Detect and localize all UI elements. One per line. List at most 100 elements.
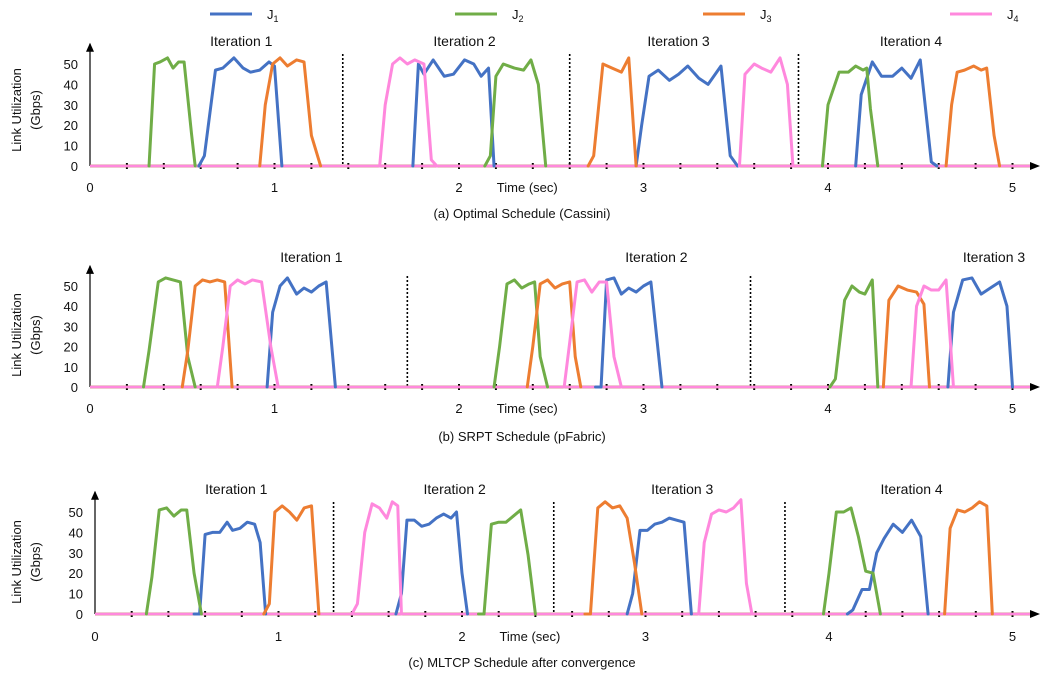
series-j1 xyxy=(265,276,1014,389)
series-burst-j2 xyxy=(147,56,197,168)
x-tick-label: 0 xyxy=(91,629,98,644)
iteration-label: Iteration 1 xyxy=(205,481,267,497)
x-tick-label: 4 xyxy=(824,401,831,416)
series-j2 xyxy=(147,56,880,168)
series-burst-j3 xyxy=(586,56,638,168)
x-tick-label: 0 xyxy=(86,401,93,416)
series-j3 xyxy=(262,500,994,616)
y-tick-label: 20 xyxy=(64,118,78,133)
series-burst-j3 xyxy=(180,278,234,389)
y-tick-label: 20 xyxy=(64,340,78,355)
y-tick-label: 30 xyxy=(64,319,78,334)
y-tick-label: 50 xyxy=(64,57,78,72)
x-tick-label: 3 xyxy=(640,180,647,195)
y-tick-label: 40 xyxy=(69,525,83,540)
series-burst-j3 xyxy=(525,278,583,389)
series-burst-j1 xyxy=(594,276,664,389)
panel-caption: (b) SRPT Schedule (pFabric) xyxy=(438,429,605,444)
y-tick-label: 10 xyxy=(64,139,78,154)
legend: J1 J2 J3 J4 xyxy=(210,7,1019,24)
series-burst-j2 xyxy=(483,58,548,168)
y-tick-label: 50 xyxy=(69,505,83,520)
series-burst-j1 xyxy=(625,516,693,616)
y-tick-label: 20 xyxy=(69,566,83,581)
series-j4 xyxy=(378,56,795,168)
y-tick-label: 30 xyxy=(69,546,83,561)
x-tick-label: 5 xyxy=(1009,629,1016,644)
y-tick-label: 10 xyxy=(64,360,78,375)
x-axis-arrow xyxy=(1030,610,1040,618)
x-tick-label: 1 xyxy=(271,180,278,195)
x-tick-label: 3 xyxy=(642,629,649,644)
series-burst-j2 xyxy=(144,506,203,616)
x-axis-title: Time (sec) xyxy=(497,180,558,195)
x-tick-label: 1 xyxy=(275,629,282,644)
series-burst-j2 xyxy=(828,278,880,389)
series-burst-j4 xyxy=(737,56,795,168)
series-j1 xyxy=(192,510,930,616)
iteration-label: Iteration 3 xyxy=(651,481,713,497)
series-burst-j2 xyxy=(821,506,882,616)
series-burst-j4 xyxy=(562,278,623,389)
y-tick-label: 0 xyxy=(76,607,83,622)
series-j3 xyxy=(258,56,1002,168)
x-tick-label: 2 xyxy=(458,629,465,644)
chart-panel-2: 0 10 20 30 40 50 0 1 2 3 4 5 Time (sec) Link Utilizat… xyxy=(9,249,1040,444)
y-axis-title-unit: (Gbps) xyxy=(28,90,43,130)
series-burst-j1 xyxy=(634,64,740,168)
series-burst-j2 xyxy=(820,64,880,168)
x-tick-label: 4 xyxy=(824,180,831,195)
legend-label-j2: J2 xyxy=(512,7,524,24)
y-axis-title-unit: (Gbps) xyxy=(28,542,43,582)
iteration-label: Iteration 4 xyxy=(880,481,942,497)
legend-label-j4: J4 xyxy=(1007,7,1019,24)
legend-label-j3: J3 xyxy=(760,7,772,24)
series-burst-j1 xyxy=(946,276,1014,389)
series-burst-j3 xyxy=(262,504,321,616)
series-burst-j4 xyxy=(697,498,754,616)
y-tick-label: 0 xyxy=(71,159,78,174)
y-tick-label: 0 xyxy=(71,380,78,395)
x-tick-label: 2 xyxy=(455,180,462,195)
y-tick-label: 30 xyxy=(64,98,78,113)
y-axis-title: Link Utilization xyxy=(9,293,24,377)
y-axis-title: Link Utilization xyxy=(9,520,24,604)
series-burst-j2 xyxy=(492,278,550,389)
series-j2 xyxy=(144,506,882,616)
y-axis-arrow xyxy=(86,264,94,274)
x-tick-label: 5 xyxy=(1009,401,1016,416)
series-burst-j3 xyxy=(943,500,994,616)
iteration-label: Iteration 4 xyxy=(880,33,942,49)
series-burst-j3 xyxy=(944,64,1002,168)
panel-caption: (a) Optimal Schedule (Cassini) xyxy=(433,206,610,221)
y-axis-title-unit: (Gbps) xyxy=(28,315,43,355)
series-burst-j1 xyxy=(192,520,268,616)
series-burst-j1 xyxy=(197,56,284,168)
y-tick-label: 40 xyxy=(64,77,78,92)
series-burst-j2 xyxy=(477,508,537,616)
y-axis-arrow xyxy=(86,42,94,52)
iteration-label: Iteration 2 xyxy=(424,481,486,497)
series-burst-j4 xyxy=(378,56,439,168)
iteration-label: Iteration 3 xyxy=(963,249,1025,265)
series-j2 xyxy=(142,276,880,389)
x-axis-arrow xyxy=(1030,383,1040,391)
y-tick-label: 10 xyxy=(69,587,83,602)
series-burst-j3 xyxy=(258,56,323,168)
x-axis-title: Time (sec) xyxy=(497,401,558,416)
chart-panel-1: 0 10 20 30 40 50 0 1 2 3 4 5 Time (sec) Link Utilizat… xyxy=(9,33,1040,221)
series-burst-j1 xyxy=(845,518,930,616)
series-burst-j3 xyxy=(583,500,644,616)
series-j4 xyxy=(215,278,955,389)
x-tick-label: 2 xyxy=(455,401,462,416)
series-burst-j3 xyxy=(881,284,931,389)
series-burst-j1 xyxy=(265,276,337,389)
iteration-label: Iteration 1 xyxy=(210,33,272,49)
x-tick-label: 3 xyxy=(640,401,647,416)
iteration-label: Iteration 1 xyxy=(280,249,342,265)
y-axis-title: Link Utilization xyxy=(9,68,24,152)
y-tick-label: 50 xyxy=(64,279,78,294)
iteration-label: Iteration 2 xyxy=(625,249,687,265)
